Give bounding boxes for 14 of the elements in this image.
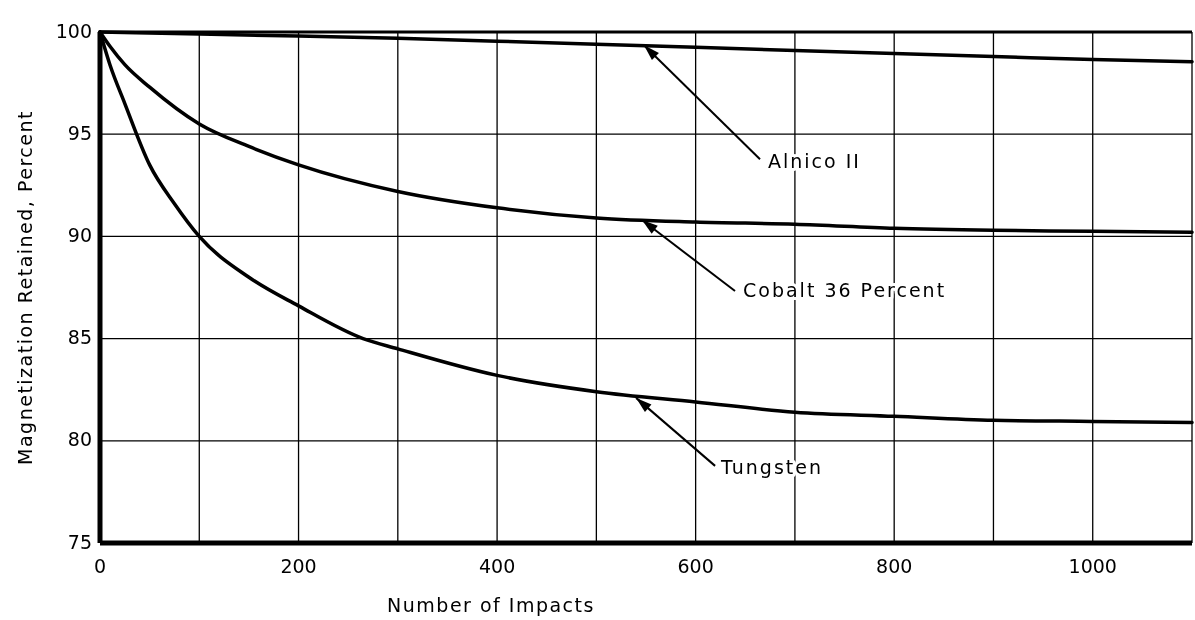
y-tick-label: 95 bbox=[67, 121, 92, 144]
x-tick-label: 600 bbox=[677, 555, 714, 577]
x-tick-label: 1000 bbox=[1068, 555, 1117, 577]
x-tick-label: 800 bbox=[876, 555, 913, 577]
x-tick-label: 400 bbox=[478, 555, 516, 577]
y-tick-label: 90 bbox=[67, 223, 92, 246]
x-tick-label: 200 bbox=[280, 555, 317, 577]
x-axis-title: Number of Impacts bbox=[387, 594, 595, 616]
x-tick-label: 0 bbox=[93, 555, 107, 577]
y-tick-label: 80 bbox=[67, 428, 92, 451]
y-tick-label: 85 bbox=[67, 326, 92, 349]
y-axis-title: Magnetization Retained, Percent bbox=[14, 110, 36, 465]
y-tick-label: 75 bbox=[67, 530, 92, 553]
y-tick-label: 100 bbox=[55, 19, 92, 42]
